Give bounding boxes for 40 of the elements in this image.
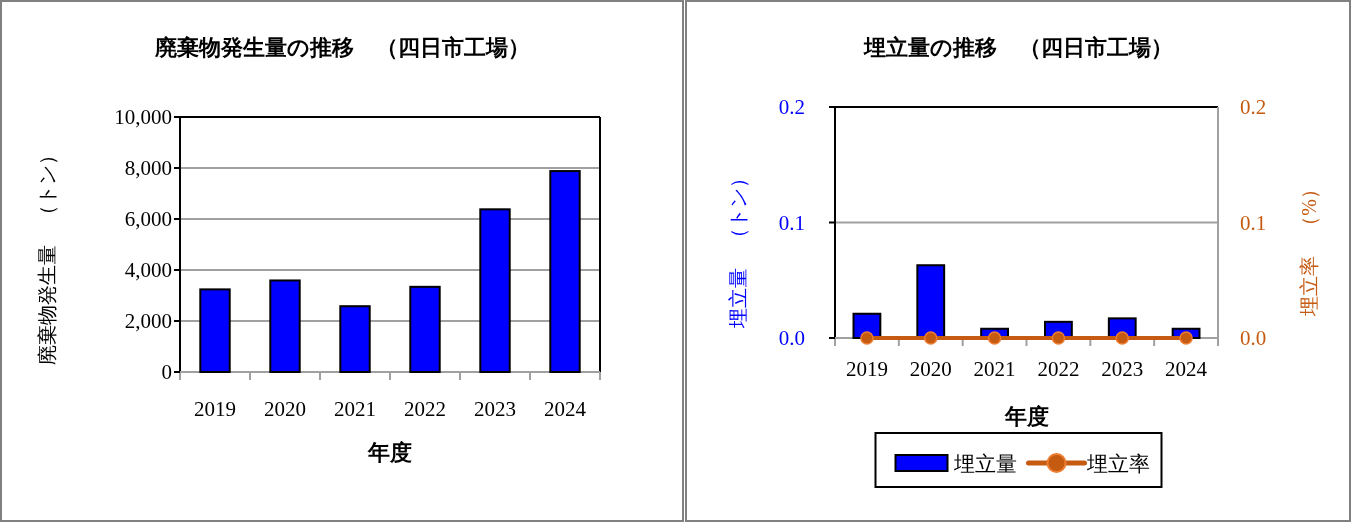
- bar: [339, 305, 371, 373]
- bar: [269, 279, 301, 373]
- y-axis-title: 埋立量 （トン）: [727, 167, 749, 329]
- x-tick-label: 2022: [1037, 357, 1080, 381]
- y-tick-label: 10,000: [114, 105, 172, 129]
- y-tick-label: 0: [161, 360, 172, 384]
- y2-tick-label: 0.2: [1240, 95, 1267, 119]
- y2-axis-title: 埋立率 （%）: [1298, 179, 1320, 317]
- y-tick-label: 8,000: [124, 156, 172, 180]
- bar: [479, 208, 511, 373]
- x-tick-label: 2020: [909, 357, 952, 381]
- y-tick-label: 0.0: [778, 326, 805, 350]
- y-tick-label: 4,000: [124, 258, 172, 282]
- x-tick-label: 2023: [1101, 357, 1144, 381]
- x-tick-label: 2020: [264, 397, 306, 421]
- x-tick-label: 2019: [194, 397, 236, 421]
- chart-title: 埋立量の推移 （四日市工場）: [862, 35, 1173, 60]
- x-tick-label: 2021: [334, 397, 376, 421]
- legend-label: 埋立量: [952, 452, 1017, 476]
- y-tick-label: 0.2: [778, 95, 805, 119]
- bar: [409, 285, 441, 373]
- x-tick-label: 2019: [845, 357, 888, 381]
- bar: [199, 288, 231, 373]
- y-tick-label: 2,000: [124, 309, 172, 333]
- y-tick-label: 0.1: [778, 210, 805, 235]
- y2-tick-label: 0.1: [1240, 210, 1267, 235]
- legend-label: 埋立率: [1085, 452, 1150, 476]
- x-tick-label: 2021: [973, 357, 1016, 381]
- y-axis-title: 廃棄物発生量 （トン）: [36, 144, 58, 365]
- x-tick-label: 2024: [544, 397, 587, 421]
- chart-title: 廃棄物発生量の推移 （四日市工場）: [153, 35, 530, 60]
- x-axis-title: 年度: [367, 440, 412, 465]
- bar: [916, 264, 946, 339]
- bar: [549, 170, 581, 373]
- x-tick-label: 2024: [1165, 357, 1208, 381]
- x-tick-label: 2022: [404, 397, 446, 421]
- x-tick-label: 2023: [474, 397, 516, 421]
- x-axis-title: 年度: [1003, 404, 1049, 429]
- y-tick-label: 6,000: [124, 207, 172, 231]
- y2-tick-label: 0.0: [1240, 326, 1267, 350]
